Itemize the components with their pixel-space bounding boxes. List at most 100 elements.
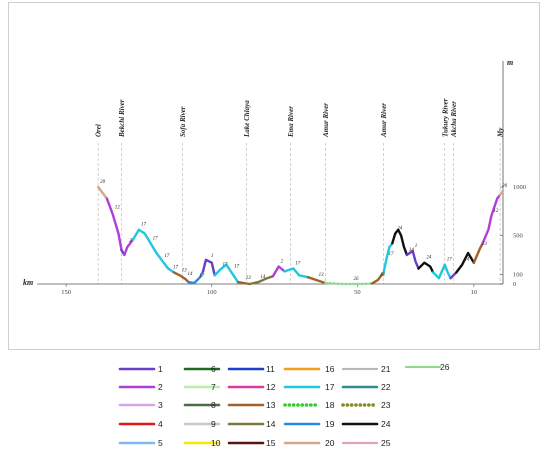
legend-number: 3 [158, 400, 163, 410]
segment-label: 17 [389, 252, 395, 257]
y-tick-label: 0 [513, 281, 516, 288]
legend-number: 17 [325, 382, 335, 392]
legend-number: 6 [211, 364, 216, 374]
profile-segment-19 [187, 270, 205, 285]
segment-label: 14 [409, 248, 415, 253]
legend-item-19: 19 [283, 419, 335, 429]
segment-label: 12 [115, 205, 121, 210]
legend-item-23: 23 [341, 400, 391, 410]
profile-segment-1 [449, 271, 458, 280]
legend-item-10: 10 [183, 438, 221, 448]
legend-item-22: 22 [341, 382, 391, 392]
segment-label: 13 [182, 268, 188, 273]
segment-label: 24 [397, 227, 403, 232]
profile-segment-17 [131, 228, 176, 274]
x-unit-label: km [23, 278, 33, 287]
legend-item-15: 15 [227, 438, 276, 448]
y-tick-label: 1000 [513, 184, 526, 191]
segment-label: 17 [234, 264, 240, 269]
profile-segment-13 [236, 280, 251, 286]
segment-label: 13 [319, 273, 325, 278]
segment-label: 17 [199, 274, 205, 279]
legend-number: 4 [158, 419, 163, 429]
profile-segment-20 [97, 185, 109, 200]
legend-number: 15 [266, 438, 276, 448]
profile-frame: m km 1000 500 100 0 150 100 50 10 20 12 2 17 17 17 17 13… [8, 2, 540, 350]
profile-segment-13 [472, 242, 484, 264]
profile-segment-1 [405, 249, 420, 270]
profile-segment-24 [455, 251, 476, 274]
legend-item-3: 3 [118, 400, 163, 410]
legend-item-21: 21 [341, 364, 391, 374]
place-label: Amur River [322, 103, 330, 138]
segment-label: 17 [153, 236, 159, 241]
y-tick-label: 500 [513, 233, 523, 240]
segment-label: 20 [502, 184, 508, 189]
segment-label: 26 [354, 277, 360, 282]
legend-number: 8 [211, 400, 216, 410]
segment-label: 13 [246, 276, 252, 281]
profile-segment-13 [172, 271, 190, 284]
legend-number: 9 [211, 419, 216, 429]
legend-item-2: 2 [118, 382, 163, 392]
profile-segment-1 [201, 258, 216, 277]
profile-segment-2 [123, 238, 135, 257]
segment-label: 14 [188, 272, 194, 277]
legend-item-9: 9 [183, 419, 221, 429]
profile-segment-2 [481, 193, 502, 245]
profile-segment-26 [324, 281, 374, 286]
segment-label: 2 [129, 238, 132, 243]
place-label: Amur River [380, 103, 388, 138]
profile-segment-13 [370, 271, 385, 285]
legend-number: 22 [381, 382, 391, 392]
legend-item-1: 1 [118, 364, 163, 374]
place-label: Orel [95, 124, 103, 137]
legend-item-13: 13 [227, 400, 276, 410]
segment-label: 20 [100, 180, 106, 185]
segment-label: 17 [173, 265, 179, 270]
profile-segment-13 [306, 276, 327, 285]
legend-number: 24 [381, 419, 391, 429]
segment-label: 1 [211, 254, 214, 259]
legend-item-7: 7 [183, 382, 221, 392]
segment-label: 24 [426, 256, 432, 261]
segment-label: 17 [295, 262, 301, 267]
segment-label: 13 [482, 242, 488, 247]
place-label: Ema River [287, 106, 295, 138]
segment-label: 17 [141, 222, 147, 227]
legend-item-14: 14 [227, 419, 276, 429]
profile-segment-24 [391, 228, 409, 257]
legend-item-16: 16 [283, 364, 335, 374]
profile-segment-2 [271, 265, 286, 278]
segment-label: 17 [447, 258, 453, 263]
segment-label: 17 [222, 263, 228, 268]
legend-item-17: 17 [283, 382, 335, 392]
legend-number: 19 [325, 419, 335, 429]
segment-label: 17 [164, 254, 170, 259]
segment-label: 24 [464, 258, 470, 263]
profile-segment-17 [431, 263, 452, 280]
segment-label: 1 [415, 244, 418, 249]
legend-number: 11 [266, 364, 275, 374]
segment-label: 12 [493, 209, 499, 214]
legend-number: 2 [158, 382, 163, 392]
legend-item-6: 6 [183, 364, 221, 374]
legend-number: 18 [325, 400, 335, 410]
legend-item-25: 25 [341, 438, 391, 448]
legend-number: 13 [266, 400, 276, 410]
legend-item-5: 5 [118, 438, 163, 448]
profile-segment-24 [417, 261, 435, 274]
place-label: Lake Chlaya [243, 100, 251, 138]
profile-segment-2 [105, 197, 123, 252]
legend-number: 20 [325, 438, 335, 448]
x-tick-label: 50 [354, 289, 361, 296]
legend-number: 26 [440, 362, 450, 372]
segment-label: 13 [380, 273, 386, 278]
legend-number: 1 [158, 364, 163, 374]
legend-number: 12 [266, 382, 276, 392]
legend-number: 16 [325, 364, 335, 374]
legend-number: 10 [211, 438, 221, 448]
profile-segment-17 [213, 263, 240, 284]
legend-number: 5 [158, 438, 163, 448]
